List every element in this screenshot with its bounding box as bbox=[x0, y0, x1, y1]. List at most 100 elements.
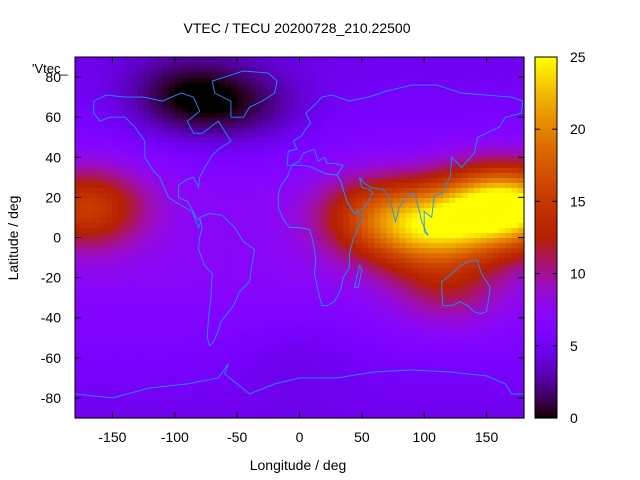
heatmap-cell bbox=[411, 242, 419, 249]
heatmap-cell bbox=[349, 187, 357, 193]
heatmap-cell bbox=[81, 382, 89, 389]
heatmap-cell bbox=[355, 387, 363, 394]
heatmap-cell bbox=[162, 232, 170, 239]
heatmap-cell bbox=[81, 387, 89, 394]
heatmap-cell bbox=[349, 147, 357, 153]
heatmap-cell bbox=[449, 292, 457, 299]
heatmap-cell bbox=[368, 157, 375, 163]
heatmap-cell bbox=[380, 192, 388, 198]
heatmap-cell bbox=[424, 387, 432, 394]
heatmap-cell bbox=[274, 377, 282, 384]
heatmap-cell bbox=[311, 272, 319, 279]
heatmap-cell bbox=[156, 132, 163, 138]
heatmap-cell bbox=[106, 142, 114, 148]
heatmap-cell bbox=[486, 157, 494, 163]
heatmap-cell bbox=[311, 112, 319, 118]
heatmap-cell bbox=[449, 397, 457, 404]
heatmap-cell bbox=[156, 307, 163, 314]
heatmap-cell bbox=[181, 357, 188, 364]
heatmap-cell bbox=[230, 272, 238, 279]
heatmap-cell bbox=[417, 362, 425, 369]
heatmap-cell bbox=[243, 367, 251, 374]
heatmap-cell bbox=[343, 92, 350, 98]
heatmap-cell bbox=[156, 292, 163, 299]
heatmap-cell bbox=[480, 152, 488, 158]
heatmap-cell bbox=[499, 322, 506, 329]
heatmap-cell bbox=[436, 82, 444, 88]
heatmap-cell bbox=[324, 292, 332, 299]
heatmap-cell bbox=[249, 107, 257, 113]
heatmap-cell bbox=[386, 77, 394, 83]
heatmap-cell bbox=[461, 182, 469, 188]
heatmap-cell bbox=[124, 287, 132, 294]
heatmap-cell bbox=[449, 352, 457, 359]
heatmap-cell bbox=[237, 312, 244, 319]
heatmap-cell bbox=[124, 152, 132, 158]
heatmap-cell bbox=[330, 197, 338, 203]
heatmap-cell bbox=[517, 192, 525, 198]
heatmap-cell bbox=[399, 87, 407, 93]
heatmap-cell bbox=[168, 287, 176, 294]
heatmap-cell bbox=[255, 97, 263, 103]
heatmap-cell bbox=[205, 247, 213, 254]
heatmap-cell bbox=[174, 207, 182, 214]
heatmap-cell bbox=[199, 307, 207, 314]
heatmap-cell bbox=[249, 352, 257, 359]
heatmap-cell bbox=[262, 412, 269, 419]
heatmap-cell bbox=[81, 212, 89, 219]
heatmap-cell bbox=[436, 187, 444, 193]
heatmap-cell bbox=[511, 92, 519, 98]
heatmap-cell bbox=[461, 227, 469, 234]
heatmap-cell bbox=[349, 387, 357, 394]
heatmap-cell bbox=[255, 297, 263, 304]
heatmap-cell bbox=[461, 307, 469, 314]
heatmap-cell bbox=[193, 112, 201, 118]
heatmap-cell bbox=[174, 347, 182, 354]
heatmap-cell bbox=[274, 282, 282, 289]
heatmap-cell bbox=[205, 207, 213, 214]
heatmap-cell bbox=[249, 392, 257, 399]
heatmap-cell bbox=[411, 92, 419, 98]
heatmap-cell bbox=[112, 92, 120, 98]
heatmap-cell bbox=[505, 222, 513, 229]
heatmap-cell bbox=[268, 367, 276, 374]
heatmap-cell bbox=[137, 307, 145, 314]
heatmap-cell bbox=[449, 347, 457, 354]
heatmap-cell bbox=[268, 172, 276, 178]
heatmap-cell bbox=[436, 252, 444, 259]
heatmap-cell bbox=[293, 202, 301, 209]
heatmap-cell bbox=[430, 357, 438, 364]
heatmap-cell bbox=[143, 282, 151, 289]
heatmap-cell bbox=[118, 102, 126, 108]
heatmap-cell bbox=[474, 357, 481, 364]
heatmap-cell bbox=[455, 282, 463, 289]
heatmap-cell bbox=[87, 317, 95, 324]
heatmap-cell bbox=[474, 252, 481, 259]
heatmap-cell bbox=[517, 367, 525, 374]
heatmap-cell bbox=[212, 182, 220, 188]
heatmap-cell bbox=[156, 272, 163, 279]
heatmap-cell bbox=[181, 362, 188, 369]
heatmap-cell bbox=[174, 387, 182, 394]
heatmap-cell bbox=[93, 247, 101, 254]
heatmap-cell bbox=[318, 362, 326, 369]
heatmap-cell bbox=[499, 402, 506, 409]
heatmap-cell bbox=[149, 152, 157, 158]
heatmap-cell bbox=[343, 162, 350, 168]
heatmap-cell bbox=[224, 267, 232, 274]
heatmap-cell bbox=[474, 192, 481, 198]
heatmap-cell bbox=[374, 272, 382, 279]
heatmap-cell bbox=[162, 122, 170, 128]
heatmap-cell bbox=[249, 242, 257, 249]
heatmap-cell bbox=[461, 342, 469, 349]
heatmap-cell bbox=[461, 407, 469, 414]
heatmap-cell bbox=[449, 247, 457, 254]
heatmap-cell bbox=[486, 267, 494, 274]
heatmap-cell bbox=[212, 312, 220, 319]
heatmap-cell bbox=[230, 177, 238, 183]
heatmap-cell bbox=[386, 227, 394, 234]
heatmap-cell bbox=[274, 187, 282, 193]
heatmap-cell bbox=[330, 247, 338, 254]
heatmap-cell bbox=[187, 297, 195, 304]
heatmap-cell bbox=[492, 242, 500, 249]
